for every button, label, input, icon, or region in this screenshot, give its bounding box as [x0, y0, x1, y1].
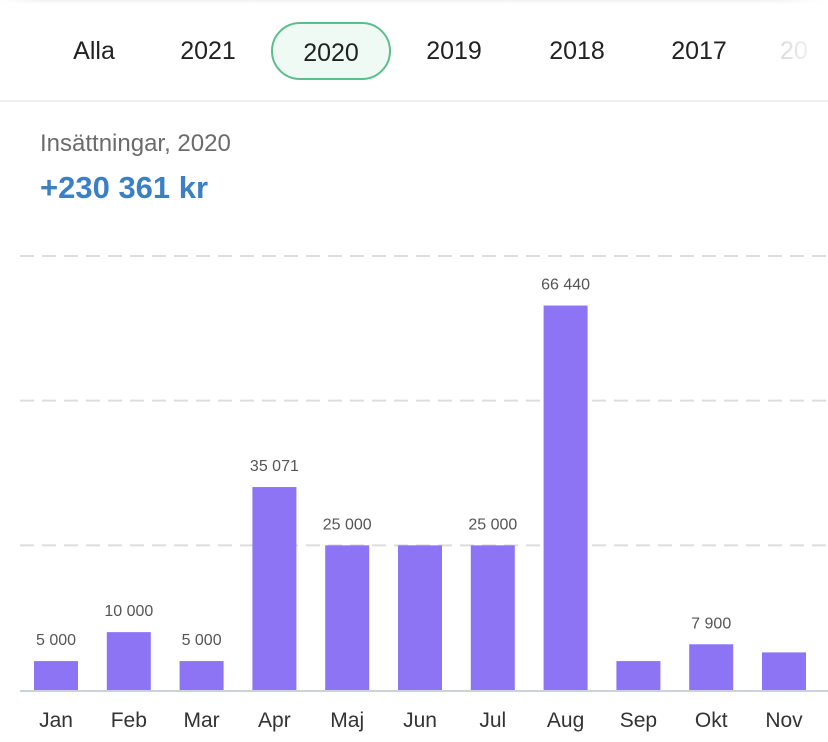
summary-label: Insättningar, 2020 — [40, 130, 231, 157]
x-tick-okt: Okt — [695, 709, 728, 732]
bar-apr[interactable] — [252, 487, 297, 690]
bar-jul[interactable] — [470, 545, 515, 690]
tab-2018[interactable]: 2018 — [549, 37, 605, 65]
data-label-okt: 7 900 — [691, 615, 731, 632]
x-tick-jan: Jan — [39, 709, 73, 732]
tab-2020[interactable]: 2020 — [271, 22, 391, 80]
x-tick-jul: Jul — [479, 709, 506, 732]
deposits-bar-chart: 5 000 Jan 10 000 Feb 5 000 Mar 35 071 Apr 25 000… — [20, 255, 828, 732]
tab-2019[interactable]: 2019 — [426, 37, 482, 65]
bar-sep[interactable] — [616, 661, 661, 690]
tabs-fade-left — [0, 0, 40, 100]
x-tick-jun: Jun — [403, 709, 437, 732]
bar-okt[interactable] — [689, 644, 734, 690]
x-tick-mar: Mar — [184, 709, 220, 732]
data-label-jul: 25 000 — [468, 516, 517, 533]
x-tick-nov: Nov — [765, 709, 803, 732]
data-label-jan: 5 000 — [36, 632, 76, 649]
tab-2021[interactable]: 2021 — [180, 37, 236, 65]
year-tabs: Alla 2021 2020 2019 2018 2017 20 — [0, 0, 828, 102]
bar-jun[interactable] — [398, 545, 442, 690]
data-label-mar: 5 000 — [182, 632, 222, 649]
data-label-aug: 66 440 — [541, 277, 590, 294]
data-label-maj: 25 000 — [323, 516, 372, 533]
x-tick-sep: Sep — [620, 709, 657, 732]
bar-aug[interactable] — [543, 305, 588, 690]
data-label-feb: 10 000 — [104, 603, 153, 620]
bar-mar[interactable] — [179, 661, 224, 690]
summary-total: +230 361 kr — [40, 170, 209, 205]
data-label-apr: 35 071 — [250, 458, 299, 475]
x-tick-feb: Feb — [111, 709, 147, 732]
top-edge — [0, 0, 828, 4]
tab-next-year[interactable]: 20 — [780, 37, 808, 65]
bar-maj[interactable] — [325, 545, 370, 690]
bar-nov[interactable] — [762, 652, 806, 690]
bar-jan[interactable] — [34, 661, 78, 690]
tab-2017[interactable]: 2017 — [671, 37, 727, 65]
x-tick-maj: Maj — [330, 709, 364, 732]
x-tick-aug: Aug — [547, 709, 584, 732]
bar-feb[interactable] — [106, 632, 151, 690]
x-tick-apr: Apr — [258, 709, 291, 732]
tab-alla[interactable]: Alla — [73, 37, 115, 65]
